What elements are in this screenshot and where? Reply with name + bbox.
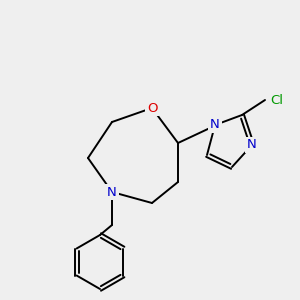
Text: N: N [210,118,220,131]
Text: O: O [147,101,157,115]
Text: N: N [107,185,117,199]
Text: N: N [247,139,257,152]
Text: Cl: Cl [270,94,283,106]
